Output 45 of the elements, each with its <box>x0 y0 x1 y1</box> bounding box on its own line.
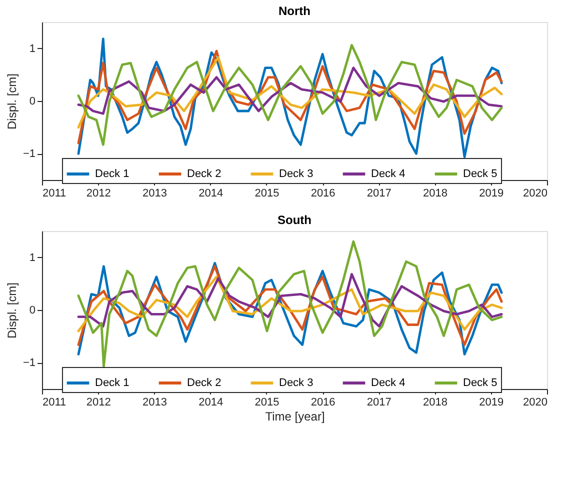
x-tick-label: 2019 <box>479 188 504 200</box>
x-tick-label: 2014 <box>198 188 224 200</box>
x-tick-label: 2016 <box>310 188 336 200</box>
x-tick-label: 2016 <box>310 396 336 408</box>
chart-title: South <box>278 213 312 227</box>
x-axis-title: Time [year] <box>265 410 325 424</box>
x-tick-label: 2012 <box>86 188 111 200</box>
y-tick-label: 1 <box>29 252 36 264</box>
x-tick-label: 2018 <box>423 188 448 200</box>
legend-label: Deck 5 <box>463 168 498 180</box>
x-tick-label: 2017 <box>366 188 392 200</box>
legend-label: Deck 3 <box>279 377 314 389</box>
line-series <box>77 240 503 368</box>
y-tick-label: −1 <box>22 357 36 370</box>
x-tick-label: 2015 <box>254 188 280 200</box>
x-tick-label: 2012 <box>86 396 111 408</box>
chart-title: North <box>278 4 310 18</box>
y-tick-label: −1 <box>22 148 36 160</box>
x-tick-label: 2020 <box>523 396 548 408</box>
x-tick-label: 2017 <box>366 396 392 408</box>
legend-label: Deck 1 <box>95 377 130 389</box>
legend-label: Deck 4 <box>371 168 406 180</box>
y-axis-title: Displ. [cm] <box>4 73 19 130</box>
x-tick-label: 2019 <box>479 396 504 408</box>
y-tick-label: 0 <box>29 96 36 108</box>
legend-label: Deck 3 <box>279 168 314 180</box>
line-series <box>77 66 503 115</box>
legend-label: Deck 1 <box>95 168 130 180</box>
y-tick-label: 1 <box>29 42 36 55</box>
legend-label: Deck 2 <box>187 168 222 180</box>
x-tick-label: 2020 <box>523 188 548 200</box>
x-tick-label: 2011 <box>42 396 66 408</box>
x-tick-label: 2013 <box>142 396 167 408</box>
legend-label: Deck 2 <box>187 377 222 389</box>
x-tick-label: 2014 <box>198 396 224 408</box>
legend-label: Deck 5 <box>463 377 498 389</box>
line-series <box>77 56 503 129</box>
y-tick-label: 0 <box>29 304 36 316</box>
line-series <box>77 38 503 158</box>
legend-label: Deck 4 <box>371 377 406 389</box>
y-axis-title: Displ. [cm] <box>4 282 19 339</box>
x-tick-label: 2013 <box>142 188 167 200</box>
x-tick-label: 2011 <box>42 188 66 200</box>
x-tick-label: 2018 <box>423 396 448 408</box>
x-tick-label: 2015 <box>254 396 280 408</box>
